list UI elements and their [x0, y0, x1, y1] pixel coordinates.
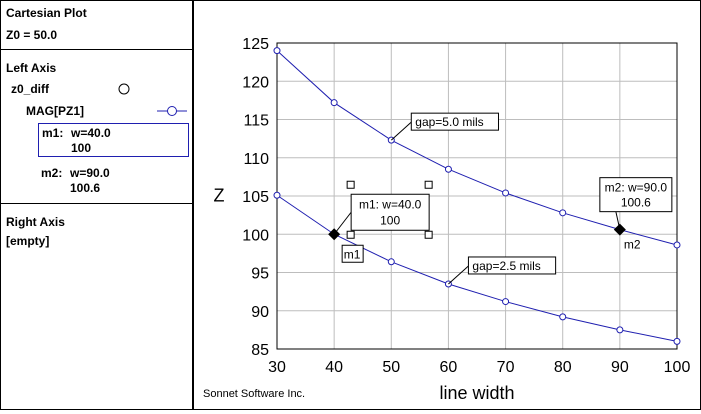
data-point — [673, 337, 681, 345]
y-tick-label: 85 — [251, 342, 269, 359]
marker-name: m2 — [624, 238, 641, 252]
selection-handle — [424, 230, 433, 239]
marker-readout-box — [599, 177, 673, 213]
data-point — [559, 209, 567, 217]
marker-m2-width: w=90.0 — [70, 166, 110, 180]
measurement-name[interactable]: MAG[PZ1] — [26, 104, 84, 118]
selection-handle — [346, 180, 355, 189]
annotation-leader — [448, 265, 469, 285]
marker-readout-box — [350, 193, 430, 231]
annotation-box — [467, 256, 557, 275]
annotation-text: gap=5.0 mils — [415, 115, 483, 129]
z0-value: Z0 = 50.0 — [6, 28, 58, 42]
x-tick-label: 70 — [497, 359, 515, 376]
marker-leader — [333, 211, 352, 235]
circle-icon — [118, 83, 130, 95]
data-point — [273, 191, 281, 199]
marker-name-box — [341, 244, 364, 263]
data-point — [330, 99, 338, 107]
right-axis-value: [empty] — [6, 234, 50, 248]
data-point — [616, 326, 624, 334]
marker-m1-width: w=40.0 — [71, 126, 111, 140]
header-section: Cartesian Plot Z0 = 50.0 — [1, 1, 192, 50]
y-tick-label: 100 — [242, 227, 269, 244]
left-axis-label: Left Axis — [6, 61, 57, 75]
y-tick-label: 105 — [242, 189, 269, 206]
trace-name[interactable]: z0_diff — [11, 82, 50, 96]
right-axis-label: Right Axis — [6, 215, 65, 229]
marker-m2-id: m2: — [41, 166, 63, 180]
data-point — [444, 165, 452, 173]
x-tick-label: 90 — [611, 359, 629, 376]
marker-leader — [615, 211, 621, 230]
data-point — [559, 313, 567, 321]
plot-area: 30 40 50 60 70 80 90 100 85 90 95 100 105 110 115 120 12… — [194, 1, 700, 409]
annotation-box — [410, 112, 499, 131]
footer-credit: Sonnet Software Inc. — [203, 388, 305, 400]
x-axis-label: line width — [439, 383, 514, 403]
marker-readout-line1: m1: w=40.0 — [359, 197, 422, 211]
trace-line-icon — [157, 106, 187, 116]
marker-name: m1 — [344, 247, 361, 261]
marker-m2-value: 100.6 — [70, 181, 101, 195]
marker-readout-line1: m2: w=90.0 — [605, 181, 668, 195]
data-point — [673, 241, 681, 249]
y-tick-label: 115 — [243, 113, 269, 130]
axis-ticks: 30 40 50 60 70 80 90 100 85 90 95 100 105 110 115 120 12… — [242, 36, 690, 376]
series-line-2 — [276, 194, 678, 342]
data-point — [273, 47, 281, 55]
selection-handle — [424, 180, 433, 189]
marker-m1-value: 100 — [71, 141, 92, 155]
line-chart[interactable]: 30 40 50 60 70 80 90 100 85 90 95 100 105 110 115 120 12… — [194, 1, 700, 409]
x-tick-label: 60 — [440, 359, 458, 376]
data-point — [502, 189, 510, 197]
annotations: gap=5.0 mils gap=2.5 mils — [390, 112, 557, 285]
x-tick-label: 40 — [325, 359, 343, 376]
left-axis-section: Left Axis z0_diff MAG[PZ1] m1: w=40.0 10… — [1, 50, 192, 204]
y-tick-label: 125 — [242, 36, 269, 53]
marker-m1-row[interactable]: m1: w=40.0 100 — [38, 123, 189, 157]
selection-handle — [346, 230, 355, 239]
marker-m1-id: m1: — [42, 126, 64, 140]
x-tick-label: 30 — [268, 359, 286, 376]
marker-diamond — [613, 223, 626, 236]
y-axis-label: Z — [214, 185, 225, 205]
marker-readout-line2: 100.6 — [621, 196, 651, 210]
y-tick-label: 110 — [243, 151, 269, 168]
x-tick-label: 80 — [554, 359, 572, 376]
legend-panel: Cartesian Plot Z0 = 50.0 Left Axis z0_di… — [1, 1, 194, 409]
data-point — [387, 258, 395, 266]
right-axis-section: Right Axis [empty] — [1, 204, 192, 409]
y-tick-label: 95 — [251, 266, 269, 283]
x-tick-label: 100 — [664, 359, 691, 376]
plot-title: Cartesian Plot — [6, 6, 87, 20]
marker-m2-row[interactable]: m2: w=90.0 100.6 — [38, 164, 189, 198]
series-line-1 — [276, 50, 678, 246]
data-point — [502, 298, 510, 306]
x-tick-label: 50 — [382, 359, 400, 376]
annotation-text: gap=2.5 mils — [472, 259, 540, 273]
marker-readout-line2: 100 — [380, 213, 400, 227]
y-tick-label: 90 — [251, 304, 269, 321]
y-tick-label: 120 — [242, 74, 269, 91]
annotation-leader — [390, 121, 412, 141]
